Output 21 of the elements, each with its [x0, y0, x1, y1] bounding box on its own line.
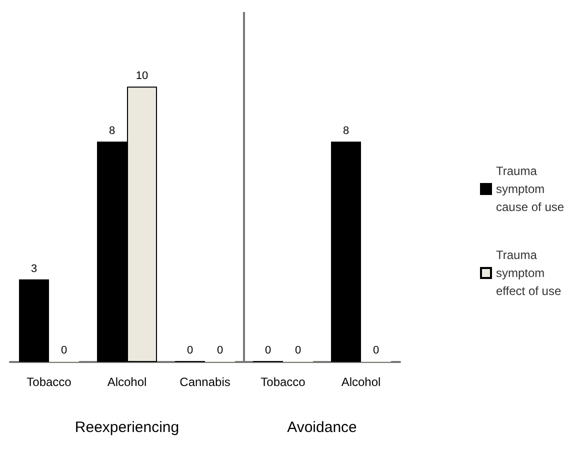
bar: [331, 142, 361, 362]
bar: [19, 279, 49, 362]
legend-label: Trauma symptom cause of use: [496, 164, 564, 214]
data-label: 0: [216, 344, 224, 356]
legend-label: Trauma symptom effect of use: [496, 248, 562, 298]
data-label: 0: [294, 344, 302, 356]
data-label: 10: [136, 70, 148, 82]
data-label: 0: [60, 344, 68, 356]
x-tick-label: Alcohol: [341, 375, 381, 389]
data-label: 3: [30, 262, 38, 275]
text: Avoidance: [287, 419, 357, 436]
x-tick-label: Alcohol: [107, 375, 147, 389]
data-label: 0: [264, 344, 272, 356]
data-label: 0: [372, 344, 380, 356]
x-tick-label: Cannabis: [180, 375, 230, 389]
x-tick-label: Tobacco: [260, 375, 306, 389]
text: Reexperiencing: [74, 419, 180, 436]
data-label: 8: [108, 125, 116, 138]
data-label: 8: [342, 125, 350, 138]
data-label: 0: [186, 344, 194, 356]
x-tick-label: Tobacco: [26, 375, 72, 389]
